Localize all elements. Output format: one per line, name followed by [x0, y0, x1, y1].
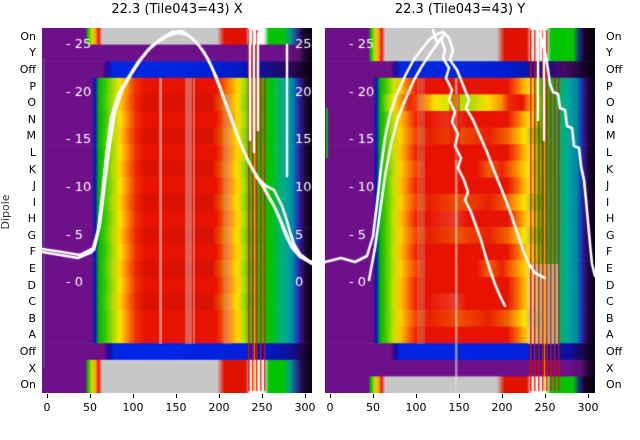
- dipole-tick-labels-left: On Y Off P O N M L K J I H G F E D C B A Off X On: [0, 0, 38, 440]
- x-tick-mark: [261, 394, 263, 398]
- x-axis-left-panel: 0 50 100 150 200 250 300: [42, 393, 316, 427]
- dipole-tick-left: Y: [29, 46, 36, 60]
- dipole-tick-left: G: [27, 228, 36, 242]
- dipole-tick-left: K: [28, 162, 36, 176]
- x-tick-label: 50: [366, 401, 380, 414]
- x-tick-label: 250: [534, 401, 556, 414]
- x-tick-label: 300: [294, 401, 316, 414]
- x-tick-label: 300: [577, 401, 599, 414]
- dipole-tick-left: C: [28, 295, 36, 309]
- dipole-tick-right: E: [606, 262, 613, 276]
- dipole-tick-right: D: [606, 278, 615, 292]
- dipole-tick-right: C: [606, 295, 614, 309]
- x-tick-label: 200: [208, 401, 230, 414]
- dipole-tick-left: B: [28, 311, 36, 325]
- dipole-tick-right: Off: [606, 62, 623, 76]
- dipole-tick-right: K: [606, 162, 614, 176]
- dipole-tick-right: L: [606, 145, 613, 159]
- x-tick-mark: [544, 394, 546, 398]
- x-tick-mark: [415, 394, 417, 398]
- dipole-tick-left: Off: [19, 345, 36, 359]
- x-tick-mark: [132, 394, 134, 398]
- dipole-tick-left: On: [20, 29, 36, 43]
- x-tick-label: 150: [448, 401, 470, 414]
- dipole-tick-left: M: [26, 129, 37, 143]
- dipole-tick-right: J: [606, 179, 610, 193]
- x-tick-mark: [46, 394, 48, 398]
- x-tick-label: 150: [165, 401, 187, 414]
- dipole-tick-left: H: [27, 212, 36, 226]
- x-tick-mark: [304, 394, 306, 398]
- dipole-tick-right: M: [606, 129, 616, 143]
- x-tick-label: 100: [405, 401, 427, 414]
- heatmap-panel-x: [42, 28, 312, 393]
- x-tick-mark: [175, 394, 177, 398]
- x-axis-right-panel: 0 50 100 150 200 250 300: [325, 393, 599, 427]
- dipole-tick-right: H: [606, 212, 615, 226]
- x-tick-label: 200: [491, 401, 513, 414]
- dipole-tick-right: A: [606, 328, 614, 342]
- dipole-tick-right: F: [606, 245, 613, 259]
- x-tick-mark: [329, 394, 331, 398]
- x-tick-label: 250: [251, 401, 273, 414]
- dipole-tick-left: N: [27, 112, 36, 126]
- x-tick-mark: [501, 394, 503, 398]
- dipole-tick-left: D: [27, 278, 36, 292]
- dipole-tick-left: F: [29, 245, 36, 259]
- x-tick-label: 100: [122, 401, 144, 414]
- dipole-tick-left: A: [28, 328, 36, 342]
- dipole-tick-right: N: [606, 112, 615, 126]
- x-tick-mark: [218, 394, 220, 398]
- dipole-tick-right: Off: [606, 345, 623, 359]
- dipole-tick-left: E: [29, 262, 36, 276]
- dipole-tick-left: L: [29, 145, 36, 159]
- dipole-tick-right: On: [606, 29, 622, 43]
- dipole-tick-right: B: [606, 311, 614, 325]
- left-panel-title: 22.3 (Tile043=43) X: [111, 2, 243, 17]
- x-tick-mark: [89, 394, 91, 398]
- dipole-tick-left: X: [28, 361, 36, 375]
- dipole-tick-right: On: [606, 378, 622, 392]
- x-tick-label: 50: [83, 401, 97, 414]
- heatmap-panel-y: [325, 28, 595, 393]
- dipole-tick-left: I: [32, 195, 36, 209]
- dipole-tick-left: On: [20, 378, 36, 392]
- x-tick-label: 0: [43, 401, 51, 414]
- dipole-tick-labels-right: On Y Off P O N M L K J I H G F E D C B A Off X On: [602, 0, 640, 440]
- dipole-tick-right: G: [606, 228, 615, 242]
- x-tick-mark: [587, 394, 589, 398]
- dipole-tick-right: Y: [606, 46, 613, 60]
- dipole-tick-left: P: [29, 79, 36, 93]
- x-tick-label: 0: [326, 401, 334, 414]
- dipole-tick-left: Off: [19, 62, 36, 76]
- right-panel-title: 22.3 (Tile043=43) Y: [394, 2, 526, 17]
- dipole-tick-right: O: [606, 96, 615, 110]
- dipole-tick-right: X: [606, 361, 614, 375]
- dipole-tick-left: O: [27, 96, 36, 110]
- x-tick-mark: [458, 394, 460, 398]
- dipole-tick-left: J: [32, 179, 36, 193]
- x-tick-mark: [372, 394, 374, 398]
- dipole-tick-right: P: [606, 79, 613, 93]
- dipole-tick-right: I: [606, 195, 610, 209]
